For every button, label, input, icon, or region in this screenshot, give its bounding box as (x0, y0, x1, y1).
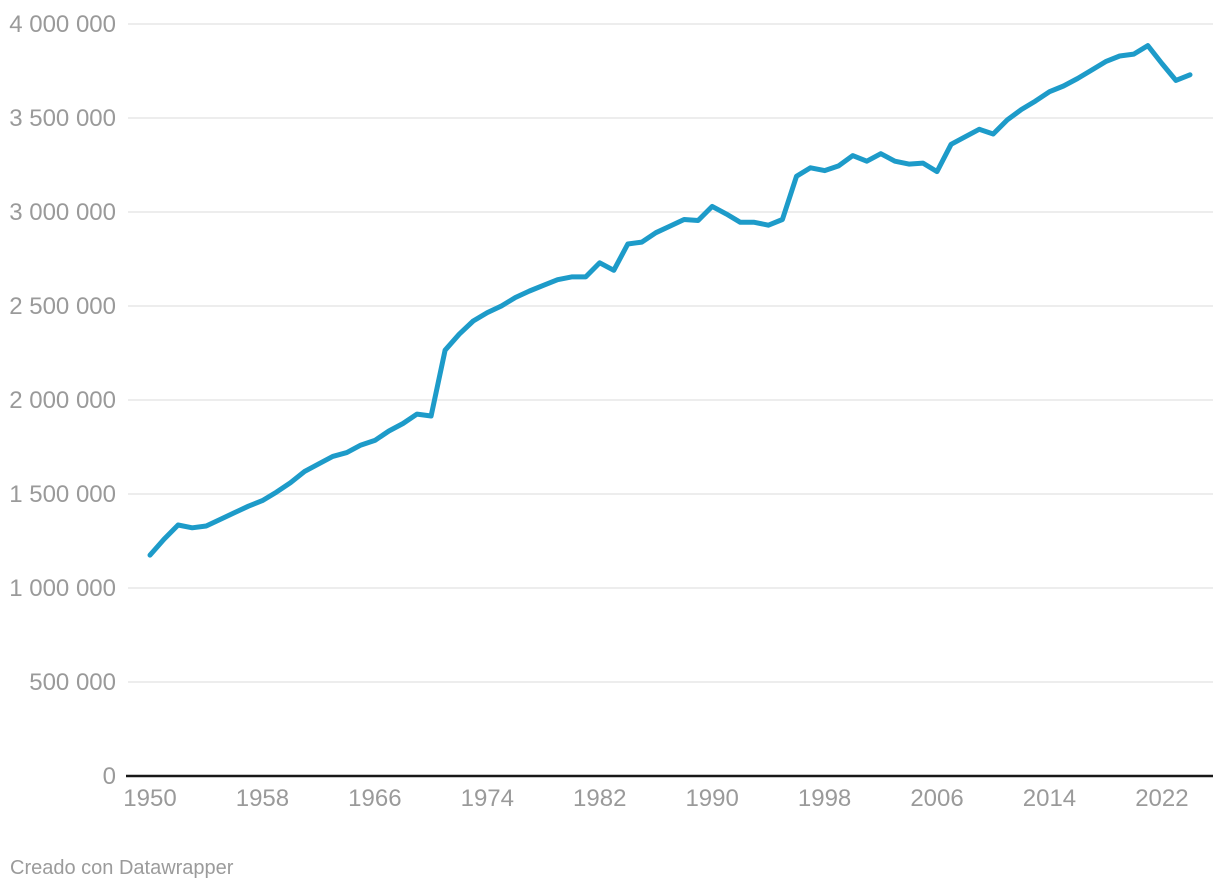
y-axis-tick-label: 1 000 000 (9, 575, 116, 602)
y-axis-tick-label: 2 500 000 (9, 293, 116, 320)
x-axis-tick-label: 1998 (798, 785, 851, 812)
y-axis-tick-label: 3 000 000 (9, 199, 116, 226)
y-axis-tick-label: 2 000 000 (9, 387, 116, 414)
y-axis-tick-label: 3 500 000 (9, 105, 116, 132)
attribution: Creado con Datawrapper (10, 856, 233, 880)
y-axis-tick-label: 0 (103, 763, 116, 790)
x-axis-tick-label: 2022 (1135, 785, 1188, 812)
x-axis-tick-label: 2014 (1023, 785, 1076, 812)
x-axis-tick-label: 1974 (461, 785, 514, 812)
x-axis-tick-label: 2006 (910, 785, 963, 812)
line-chart: 0 500 000 1 000 000 1 500 000 2 000 000 2 500… (9, 11, 1213, 812)
x-axis-tick-label: 1982 (573, 785, 626, 812)
x-axis-tick-label: 1950 (123, 785, 176, 812)
x-axis-tick-label: 1958 (236, 785, 289, 812)
y-axis-tick-label: 500 000 (29, 669, 116, 696)
x-axis-tick-label: 1990 (685, 785, 738, 812)
x-axis-tick-label: 1966 (348, 785, 401, 812)
attribution-text: Creado con Datawrapper (10, 857, 234, 879)
data-line-series (147, 43, 1193, 558)
y-axis-tick-label: 1 500 000 (9, 481, 116, 508)
y-axis-tick-label: 4 000 000 (9, 11, 116, 38)
